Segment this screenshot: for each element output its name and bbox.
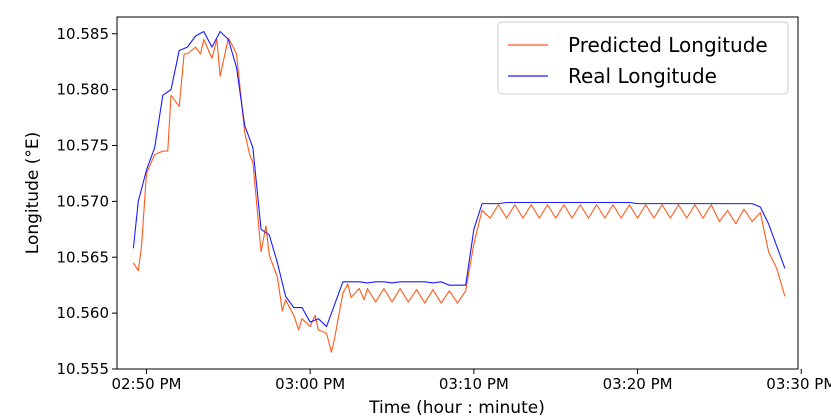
x-tick-label: 02:50 PM	[111, 375, 181, 393]
legend-label-predicted: Predicted Longitude	[568, 33, 768, 57]
x-tick-label: 03:10 PM	[439, 375, 509, 393]
series-line-predicted-longitude	[132, 37, 786, 353]
x-axis-label: Time (hour : minute)	[368, 398, 545, 418]
legend-box	[497, 21, 789, 95]
x-tick-label: 03:30 PM	[766, 375, 831, 393]
legend: Predicted Longitude Real Longitude	[497, 21, 789, 95]
axes: 02:50 PM 03:00 PM 03:10 PM 03:20 PM 03:30 PM…	[57, 25, 831, 393]
y-tick-label: 10.575	[57, 137, 110, 155]
y-tick-label: 10.580	[57, 81, 110, 99]
y-tick-label: 10.570	[57, 192, 110, 210]
y-axis-label: Longitude (°E)	[23, 132, 43, 254]
legend-label-real: Real Longitude	[568, 64, 717, 88]
x-tick-label: 03:00 PM	[275, 375, 345, 393]
y-tick-label: 10.555	[57, 360, 110, 378]
series-layer	[132, 30, 786, 353]
x-tick-label: 03:20 PM	[603, 375, 673, 393]
series-line-real-longitude	[132, 30, 786, 328]
y-tick-label: 10.585	[57, 25, 110, 43]
y-tick-label: 10.565	[57, 248, 110, 266]
plot-frame	[116, 16, 799, 370]
y-tick-label: 10.560	[57, 304, 110, 322]
